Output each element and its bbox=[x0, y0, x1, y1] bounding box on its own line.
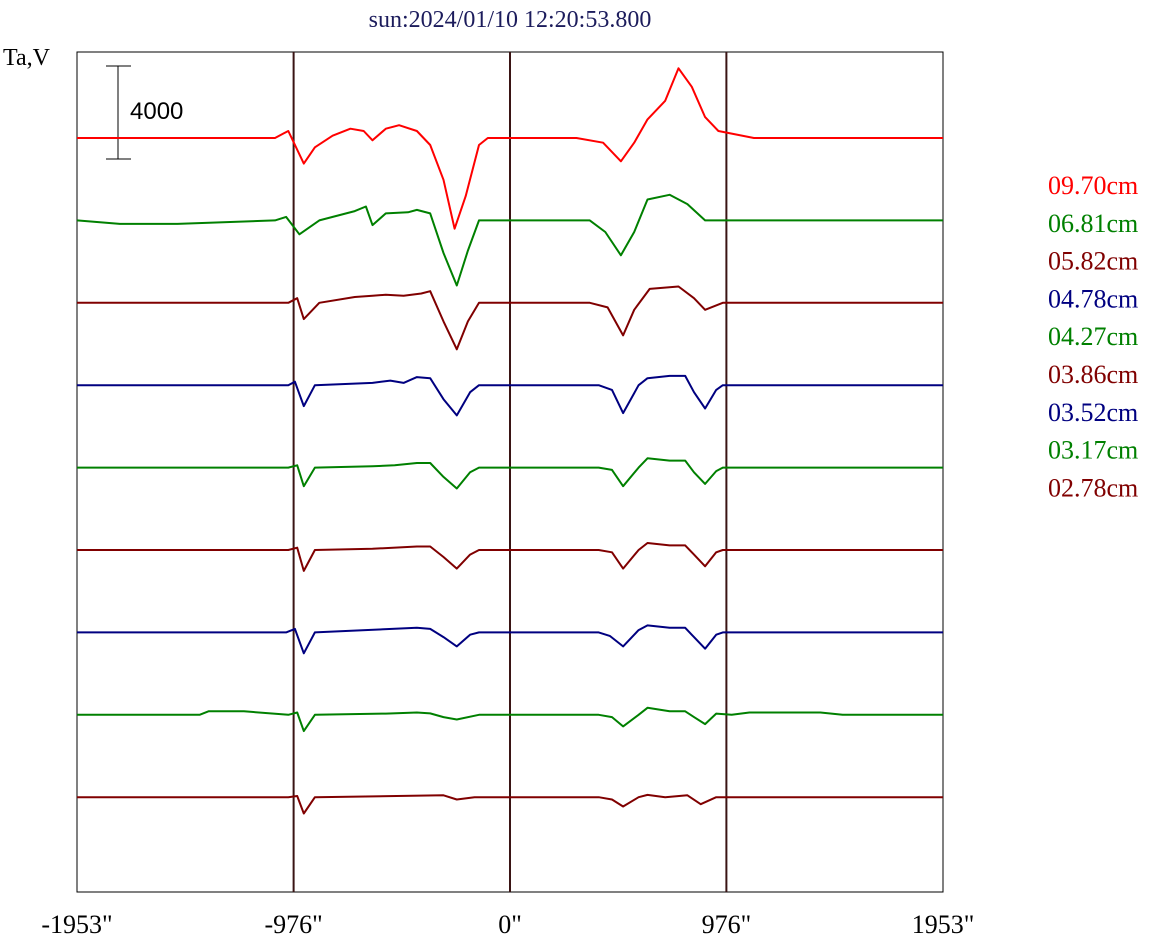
legend-entry-02.78cm: 02.78cm bbox=[1048, 473, 1138, 502]
legend-entry-04.27cm: 04.27cm bbox=[1048, 322, 1138, 351]
legend: 09.70cm 06.81cm 05.82cm 04.78cm 04.27cm 03.86… bbox=[1048, 171, 1138, 502]
series-line-03.17cm bbox=[77, 706, 943, 733]
scale-bar-label: 4000 bbox=[130, 98, 183, 125]
x-tick-label-1: -976" bbox=[264, 910, 322, 939]
x-tick-label-3: 976" bbox=[702, 910, 752, 939]
series-lines bbox=[76, 67, 943, 815]
x-tick-label-0: -1953" bbox=[41, 910, 112, 939]
scale-bar: 4000 bbox=[106, 65, 183, 160]
legend-entry-05.82cm: 05.82cm bbox=[1048, 247, 1138, 276]
legend-entry-06.81cm: 06.81cm bbox=[1048, 209, 1138, 238]
y-axis-label: Ta,V bbox=[3, 45, 51, 71]
series-line-04.27cm bbox=[77, 457, 943, 490]
legend-entry-04.78cm: 04.78cm bbox=[1048, 284, 1138, 313]
x-tick-label-2: 0" bbox=[498, 910, 522, 939]
series-line-03.52cm bbox=[77, 624, 943, 655]
series-line-09.70cm bbox=[77, 67, 943, 230]
series-line-02.78cm bbox=[77, 793, 943, 815]
series-line-05.82cm bbox=[77, 285, 943, 351]
legend-entry-03.52cm: 03.52cm bbox=[1048, 398, 1138, 427]
series-line-03.86cm bbox=[77, 542, 943, 572]
series-line-04.78cm bbox=[77, 374, 943, 417]
legend-entry-09.70cm: 09.70cm bbox=[1048, 171, 1138, 200]
x-tick-label-4: 1953" bbox=[912, 910, 975, 939]
legend-entry-03.17cm: 03.17cm bbox=[1048, 436, 1138, 465]
vertical-reference-lines bbox=[292, 52, 728, 892]
x-tick-labels: -1953" -976" 0" 976" 1953" bbox=[41, 910, 974, 939]
legend-entry-03.86cm: 03.86cm bbox=[1048, 360, 1138, 389]
series-line-06.81cm bbox=[76, 193, 943, 287]
chart-title: sun:2024/01/10 12:20:53.800 bbox=[369, 7, 652, 33]
